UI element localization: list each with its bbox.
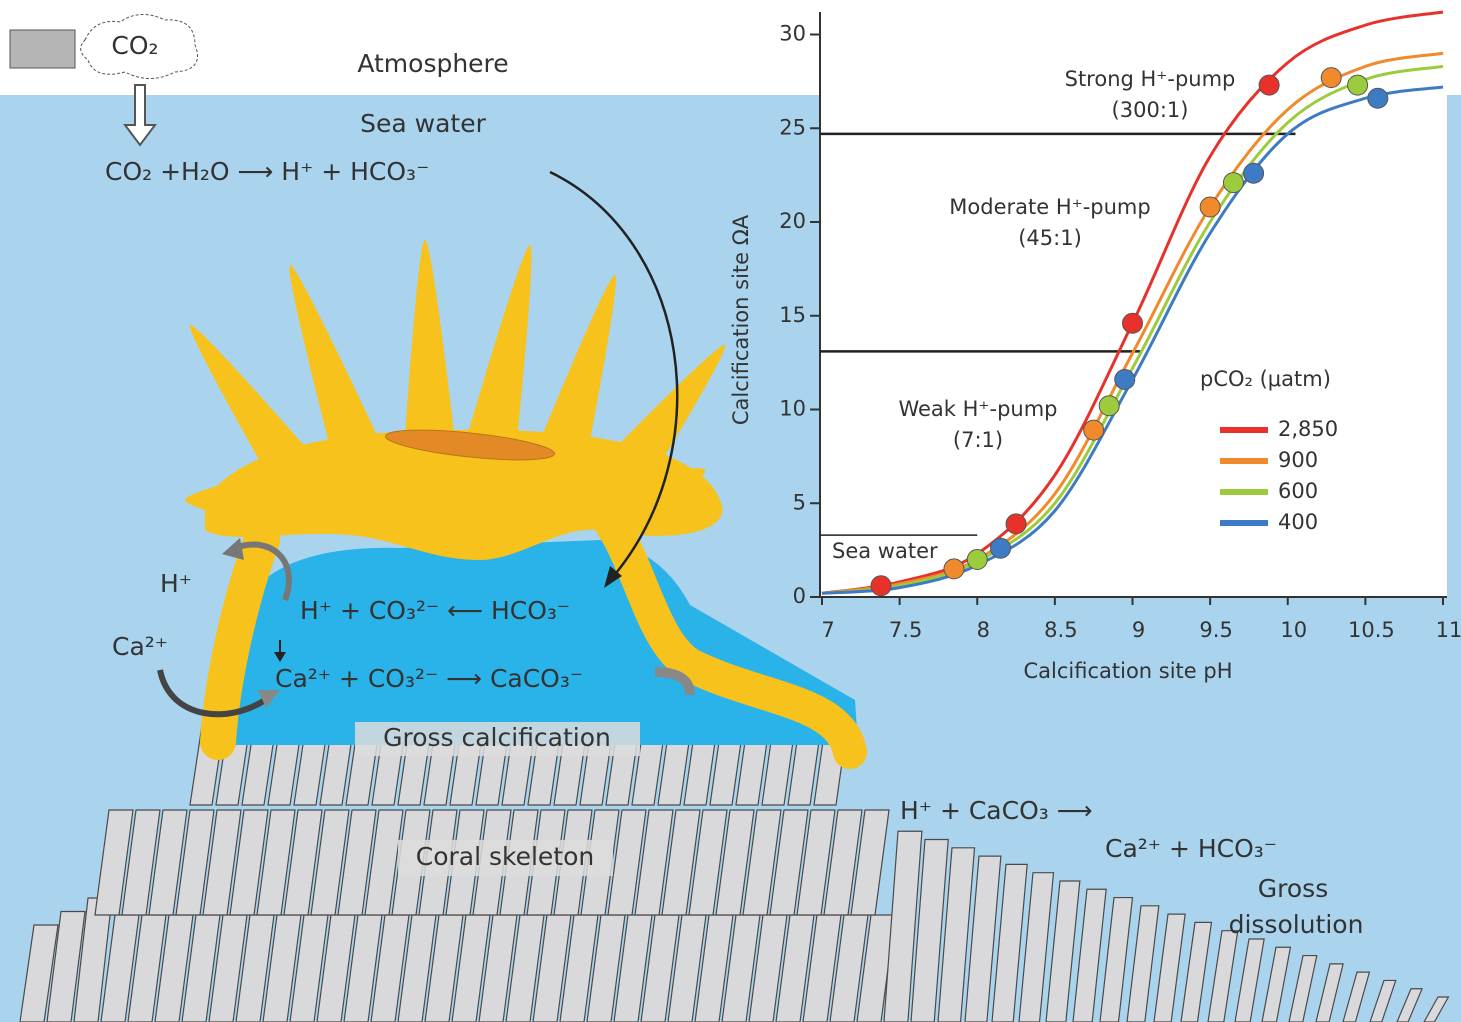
data-point	[1223, 173, 1243, 193]
legend-label: 600	[1278, 479, 1318, 503]
legend-title: pCO₂ (μatm)	[1200, 367, 1331, 391]
data-point	[1115, 370, 1135, 390]
pipe	[10, 30, 75, 68]
data-point	[1348, 75, 1368, 95]
legend-label: 900	[1278, 448, 1318, 472]
data-point	[1123, 313, 1143, 333]
y-axis-label: Calcification site ΩA	[729, 214, 753, 425]
y-tick-label: 25	[779, 115, 806, 139]
data-point	[1244, 163, 1264, 183]
x-tick-label: 9	[1132, 618, 1145, 642]
annotation: Strong H⁺-pump	[1065, 67, 1236, 91]
y-tick-label: 5	[793, 490, 806, 514]
annotation: (45:1)	[1018, 226, 1082, 250]
x-tick-label: 11	[1436, 618, 1461, 642]
equation: CO₂ +H₂O ⟶ H⁺ + HCO₃⁻	[105, 157, 429, 186]
annotation: (7:1)	[953, 428, 1003, 452]
equation: Ca²⁺ + HCO₃⁻	[1105, 834, 1277, 863]
x-tick-label: 7	[821, 618, 834, 642]
y-tick-label: 0	[793, 584, 806, 608]
annotation: Weak H⁺-pump	[898, 397, 1057, 421]
proton-label: H⁺	[160, 569, 192, 598]
data-point	[944, 559, 964, 579]
x-tick-label: 10	[1280, 618, 1307, 642]
data-point	[1259, 75, 1279, 95]
figure: CO₂ Atmosphere Sea water CO₂ +H₂O ⟶ H⁺ +…	[0, 0, 1461, 1022]
x-axis-label: Calcification site pH	[1023, 659, 1232, 683]
annotation: Moderate H⁺-pump	[949, 195, 1150, 219]
data-point	[871, 576, 891, 596]
gross-dissolution-label: dissolution	[1229, 910, 1364, 939]
data-point	[967, 550, 987, 570]
annotation: (300:1)	[1112, 98, 1189, 122]
atmosphere-label: Atmosphere	[357, 49, 508, 78]
y-tick-label: 30	[779, 22, 806, 46]
x-tick-label: 8	[977, 618, 990, 642]
annotation: Sea water	[832, 539, 938, 563]
equation: H⁺ + CO₃²⁻ ⟵ HCO₃⁻	[300, 596, 570, 625]
y-tick-label: 10	[779, 397, 806, 421]
data-point	[991, 538, 1011, 558]
equation: H⁺ + CaCO₃ ⟶	[900, 796, 1093, 825]
x-tick-label: 9.5	[1199, 618, 1232, 642]
y-tick-label: 15	[779, 303, 806, 327]
data-point	[1099, 396, 1119, 416]
coral-skeleton-label: Coral skeleton	[416, 842, 595, 871]
x-tick-label: 8.5	[1044, 618, 1077, 642]
data-point	[1321, 68, 1341, 88]
gross-calcification-label: Gross calcification	[383, 723, 611, 752]
data-point	[1368, 88, 1388, 108]
gross-dissolution-label: Gross	[1258, 874, 1328, 903]
data-point	[1006, 514, 1026, 534]
calcium-label: Ca²⁺	[112, 632, 168, 661]
x-tick-label: 10.5	[1348, 618, 1395, 642]
legend-label: 2,850	[1278, 417, 1338, 441]
data-point	[1200, 197, 1220, 217]
y-tick-label: 20	[779, 209, 806, 233]
data-point	[1084, 420, 1104, 440]
cloud-label: CO₂	[111, 31, 158, 60]
equation: Ca²⁺ + CO₃²⁻ ⟶ CaCO₃⁻	[275, 664, 583, 693]
x-tick-label: 7.5	[889, 618, 922, 642]
legend-label: 400	[1278, 510, 1318, 534]
sea-water-label: Sea water	[360, 109, 486, 138]
